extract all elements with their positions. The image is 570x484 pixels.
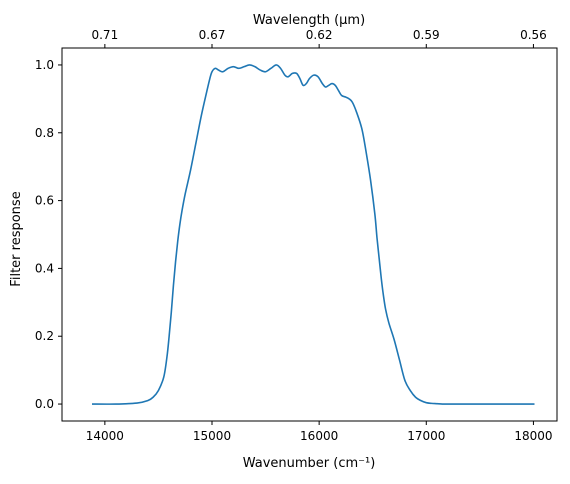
top-tick-label: 0.56 <box>520 28 547 42</box>
y-tick-label: 1.0 <box>35 58 54 72</box>
filter-response-line <box>91 64 535 405</box>
top-tick-label: 0.67 <box>199 28 226 42</box>
y-tick-label: 0.6 <box>35 194 54 208</box>
x-tick-label: 18000 <box>514 429 552 443</box>
top-tick-label: 0.62 <box>306 28 333 42</box>
x-tick-label: 14000 <box>86 429 124 443</box>
axis-ticks-layer: 14000 15000 16000 17000 18000 0.0 0.2 0.4 0.6 0.8… <box>35 28 553 443</box>
x-axis-title: Wavenumber (cm⁻¹) <box>243 456 376 471</box>
top-tick-label: 0.71 <box>91 28 118 42</box>
x-tick-label: 17000 <box>407 429 445 443</box>
y-tick-label: 0.2 <box>35 329 54 343</box>
series-layer <box>91 64 535 405</box>
plot-frame <box>61 47 558 422</box>
x-tick-label: 16000 <box>300 429 338 443</box>
top-axis-title: Wavelength (μm) <box>253 13 365 28</box>
y-tick-label: 0.4 <box>35 261 54 275</box>
x-tick-label: 15000 <box>193 429 231 443</box>
top-tick-label: 0.59 <box>413 28 440 42</box>
y-tick-label: 0.8 <box>35 126 54 140</box>
y-tick-label: 0.0 <box>35 397 54 411</box>
y-axis-title: Filter response <box>9 191 24 286</box>
